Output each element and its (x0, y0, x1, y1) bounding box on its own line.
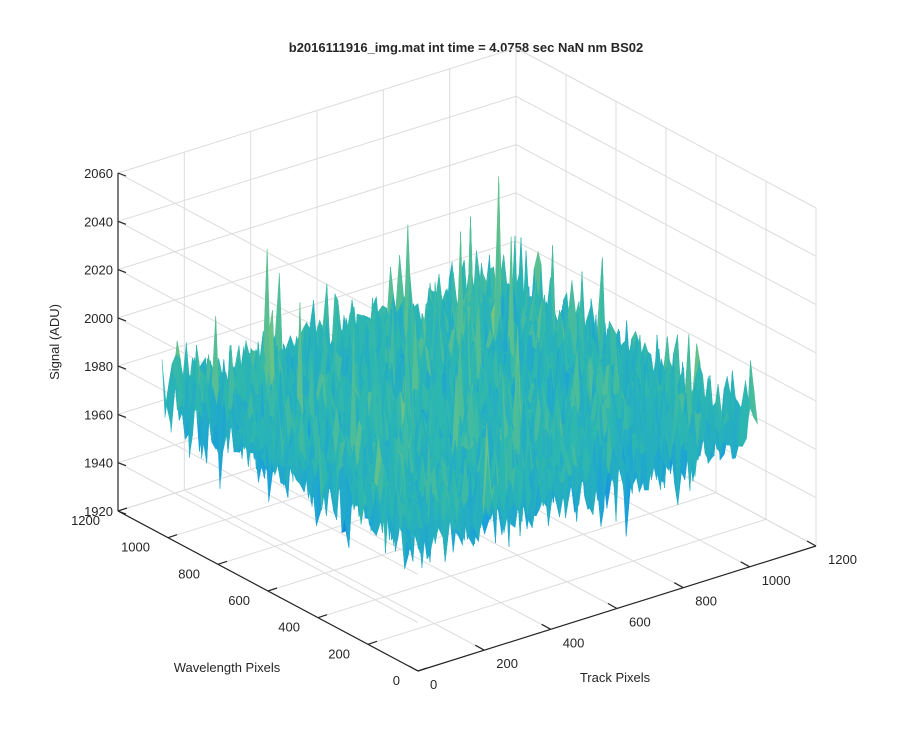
grid-line-backwall-z (117, 240, 517, 367)
grid-line-leftwall-z (117, 413, 419, 575)
grid-line-leftwall-z (117, 462, 419, 624)
grid-line-backwall-z (117, 144, 517, 271)
grid-line-backwall-z (117, 192, 517, 319)
grid-line-floor-y (317, 492, 717, 619)
grid-line-sidewall-z (515, 47, 817, 209)
grid-line-backwall-z (117, 95, 517, 222)
surface-mesh (161, 176, 758, 569)
grid-line-floor-y (367, 518, 767, 645)
grid-line-sidewall-z (515, 95, 817, 257)
grid-line-backwall-z (117, 47, 517, 174)
grid-line-leftwall-z (117, 172, 419, 334)
grid-line-sidewall-z (515, 192, 817, 354)
grid-line-sidewall-z (515, 144, 817, 306)
chart-title: b2016111916_img.mat int time = 4.0758 se… (289, 40, 643, 55)
grid-line-sidewall-z (515, 240, 817, 402)
